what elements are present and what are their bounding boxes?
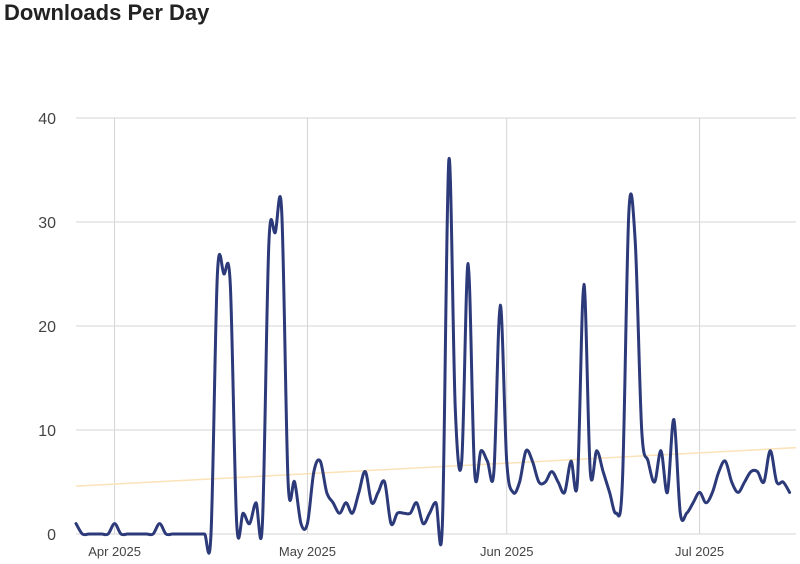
chart-title: Downloads Per Day [4, 0, 210, 25]
trend-line [75, 446, 797, 487]
x-tick-label: Jul 2025 [675, 544, 724, 559]
y-tick-label: 0 [47, 527, 56, 544]
y-tick-label: 10 [38, 423, 56, 440]
x-tick-label: Apr 2025 [88, 544, 141, 559]
x-tick-label: May 2025 [279, 544, 336, 559]
x-tick-label: Jun 2025 [480, 544, 534, 559]
y-tick-label: 30 [38, 215, 56, 232]
series-line [74, 157, 792, 555]
y-tick-label: 20 [38, 319, 56, 336]
y-tick-label: 40 [38, 111, 56, 128]
